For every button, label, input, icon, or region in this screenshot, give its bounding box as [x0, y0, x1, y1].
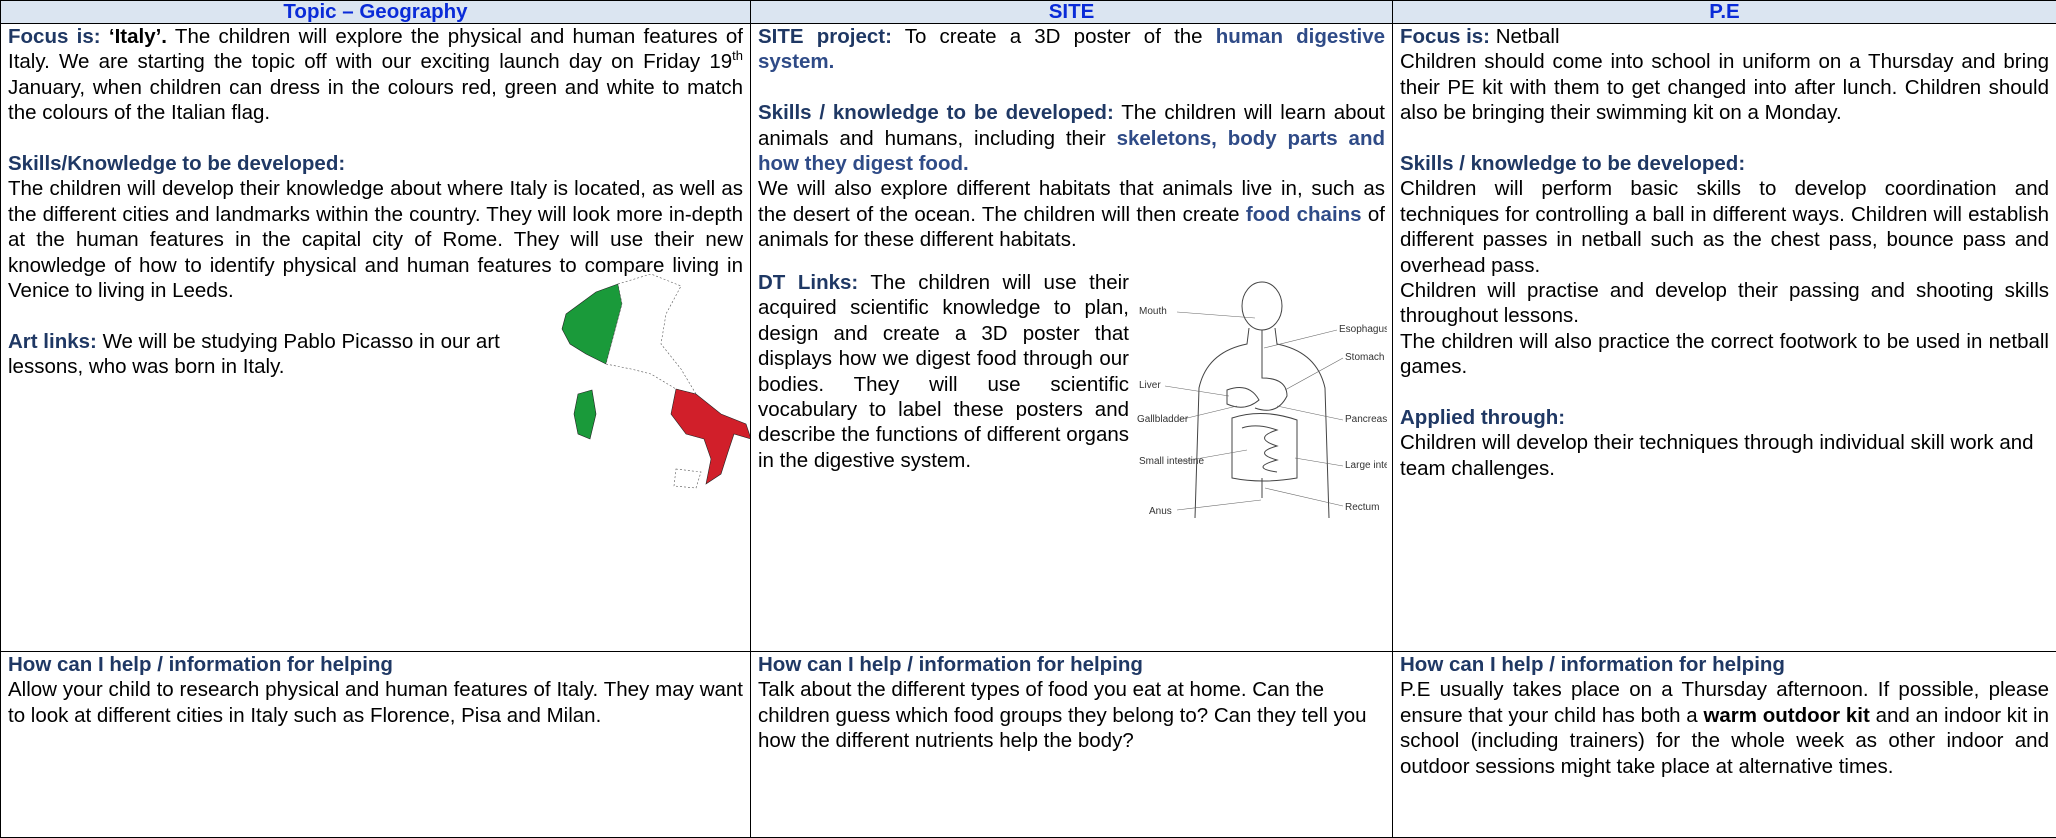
- text: Children will establish different passes…: [1400, 202, 2049, 277]
- paragraph: The children will develop their knowledg…: [8, 176, 743, 303]
- geography-cell: Focus is: ‘Italy’. The children will exp…: [0, 23, 751, 652]
- column-header: P.E: [1392, 0, 2056, 24]
- topic: ‘Italy’.: [108, 25, 167, 48]
- text: The children will also practice the corr…: [1400, 329, 2049, 379]
- map-white: [605, 274, 697, 395]
- body-outline: [1194, 281, 1330, 519]
- help-row: How can I help / information for helping…: [0, 651, 2056, 838]
- figure-label: Small intestine: [1139, 456, 1204, 467]
- text: Children should come into school in unif…: [1400, 50, 2049, 125]
- site-cell: SITE project: To create a 3D poster of t…: [750, 23, 1393, 652]
- text: The children will develop their knowledg…: [8, 177, 743, 303]
- figure-label: Anus: [1149, 506, 1172, 517]
- help-cell: How can I help / information for helping…: [1392, 651, 2056, 838]
- map-red: [670, 389, 750, 486]
- label: SITE project:: [758, 25, 892, 48]
- highlight: human digestive system.: [758, 25, 1386, 74]
- text: We will also explore different habitats …: [758, 177, 1385, 226]
- figure-label: Rectum: [1345, 502, 1379, 513]
- label: Art links:: [8, 329, 97, 353]
- column-header: SITE: [750, 0, 1393, 24]
- heading: How can I help / information for helping: [758, 653, 1143, 676]
- highlight: skeletons, body parts and how they diges…: [758, 126, 1385, 176]
- label: Focus is:: [8, 25, 101, 48]
- figure-label: Large intestine: [1345, 460, 1387, 471]
- paragraph: How can I help / information for helping…: [1400, 653, 2049, 780]
- help-cell: How can I help / information for helping…: [750, 651, 1393, 838]
- content-row: Focus is: ‘Italy’. The children will exp…: [0, 23, 2056, 652]
- figure-label: Gallbladder: [1137, 414, 1189, 425]
- text: Netball: [1495, 25, 1560, 48]
- text: To create a 3D poster of the: [904, 25, 1203, 48]
- figure-label: Esophagus: [1339, 324, 1387, 335]
- text: The children will learn about animals an…: [758, 101, 1385, 150]
- text: Allow your child to research physical an…: [8, 678, 743, 727]
- text: Children will develop their techniques t…: [1400, 431, 2034, 480]
- text: P.E usually takes place on a Thursday af…: [1400, 678, 2049, 727]
- text: January, when children can dress in the …: [8, 75, 743, 125]
- label: Skills / knowledge to be developed:: [1400, 152, 1746, 176]
- heading: How can I help / information for helping: [1400, 653, 1785, 676]
- label: Applied through:: [1400, 406, 1566, 430]
- emphasis: warm outdoor kit: [1703, 703, 1870, 727]
- label-lines: [1164, 311, 1344, 511]
- text: Talk about the different types of food y…: [758, 678, 1367, 753]
- text: of animals for these different habitats.: [758, 202, 1385, 252]
- digestive-diagram: Mouth Esophagus Stomach Liver Pancreas G…: [1137, 281, 1387, 519]
- paragraph: Art links: We will be studying Pablo Pic…: [8, 329, 743, 380]
- heading: Skills/Knowledge to be developed:: [8, 152, 346, 176]
- figure-label: Pancreas: [1345, 414, 1387, 425]
- label: Focus is:: [1400, 25, 1490, 48]
- text: The children will explore the physical a…: [8, 25, 743, 74]
- text: We will be studying Pablo Picasso in our…: [8, 329, 500, 379]
- figure-label: Mouth: [1139, 306, 1167, 317]
- paragraph: Skills / knowledge to be developed: Child…: [1400, 151, 2049, 380]
- label: Skills / knowledge to be developed:: [758, 101, 1114, 125]
- text: The children will use their acquired sci…: [758, 271, 1129, 472]
- superscript: th: [732, 48, 743, 64]
- header-row: Topic – Geography SITE P.E: [0, 0, 2056, 24]
- highlight: food chains: [1245, 202, 1362, 226]
- help-cell: How can I help / information for helping…: [0, 651, 751, 838]
- heading: How can I help / information for helping: [8, 653, 393, 676]
- paragraph: Applied through: Children will develop th…: [1400, 405, 2049, 481]
- column-header: Topic – Geography: [0, 0, 751, 24]
- figure-label: Liver: [1139, 380, 1161, 391]
- figure-label: Stomach: [1345, 352, 1384, 363]
- paragraph: Focus is: ‘Italy’. The children will exp…: [8, 25, 743, 126]
- text: Children will practise and develop their…: [1400, 279, 2049, 328]
- italy-flag-map: [561, 274, 750, 489]
- text: Children will perform basic skills to de…: [1400, 177, 2049, 226]
- map-sicily: [673, 469, 702, 489]
- paragraph: DT Links: The children will use their ac…: [758, 270, 1385, 473]
- label: DT Links:: [758, 271, 859, 295]
- paragraph: SITE project: To create a 3D poster of t…: [758, 25, 1386, 75]
- pe-cell: Focus is: Netball Children should come in…: [1392, 23, 2056, 652]
- paragraph: How can I help / information for helping…: [8, 653, 743, 729]
- paragraph: Skills / knowledge to be developed: The …: [758, 100, 1385, 252]
- paragraph: Focus is: Netball Children should come in…: [1400, 25, 2049, 126]
- paragraph: How can I help / information for helping…: [758, 653, 1385, 754]
- map-sardinia: [573, 390, 597, 440]
- text: and an indoor kit in school (including t…: [1400, 703, 2049, 778]
